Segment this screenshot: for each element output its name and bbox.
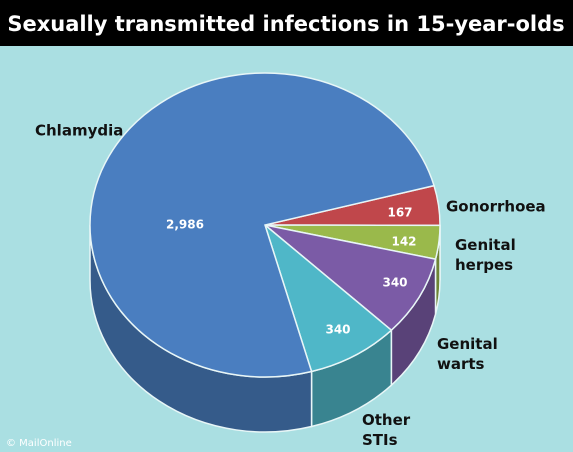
label-line: Other — [362, 411, 411, 429]
pie-slice — [89, 72, 435, 378]
category-label: Genital warts — [437, 335, 498, 373]
value-label: 167 — [387, 206, 412, 220]
pie-slice — [264, 224, 437, 332]
title-bar — [0, 0, 573, 46]
credit: © MailOnline — [6, 438, 72, 449]
pie-slice — [263, 222, 393, 373]
category-label: Other STIs — [362, 411, 411, 449]
label-line: Genital — [437, 335, 498, 353]
label-line: warts — [437, 355, 485, 373]
label-line: STIs — [362, 431, 398, 449]
chart-title: Sexually transmitted infections in 15-ye… — [7, 12, 564, 36]
category-label: Genital herpes — [455, 236, 516, 274]
value-label: 340 — [325, 323, 350, 337]
category-label: Gonorrhoea — [446, 198, 546, 216]
label-line: herpes — [455, 256, 513, 274]
category-label: Chlamydia — [35, 122, 123, 140]
value-label: 142 — [391, 235, 416, 249]
value-label: 340 — [382, 276, 407, 290]
label-line: Genital — [455, 236, 516, 254]
value-label: 2,986 — [166, 218, 204, 232]
